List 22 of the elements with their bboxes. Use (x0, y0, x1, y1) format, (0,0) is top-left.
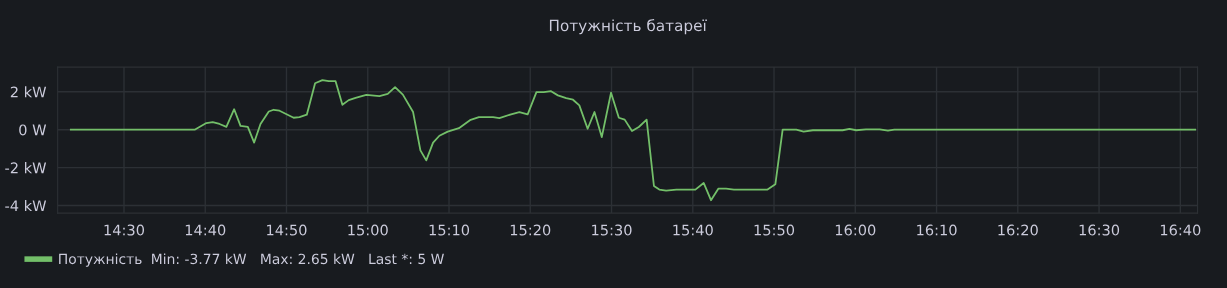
line-series (69, 79, 1197, 202)
x-tick-label: 15:00 (348, 224, 388, 236)
x-tick-label: 15:20 (510, 224, 551, 236)
text: Min: -3.77 kW Max: 2.65 kW Last *: 5 W (152, 253, 444, 265)
x-tick-label: 16:20 (998, 224, 1038, 236)
x-tick-label: 16:00 (835, 224, 876, 236)
chart-title: Потужність батареї (549, 19, 707, 35)
x-tick-label: 14:50 (267, 224, 307, 236)
x-tick-label: 15:10 (429, 224, 470, 236)
x-tick-label: 16:30 (1079, 224, 1120, 236)
y-tick-label: -2 kW (5, 162, 47, 174)
x-tick-label: 15:50 (754, 224, 795, 236)
x-tick-label: 16:40 (1160, 224, 1201, 236)
x-tick-label: 15:30 (592, 224, 632, 236)
x-tick-label: 15:40 (673, 224, 713, 236)
x-tick-label: 16:10 (917, 224, 957, 236)
y-tick-label: 0 W (19, 124, 47, 136)
legend-label: Потужність (59, 253, 142, 267)
x-tick-label: 14:40 (185, 224, 226, 236)
x-tick-label: 14:30 (104, 224, 145, 236)
y-tick-label: -4 kW (5, 199, 47, 212)
y-tick-label: 2 kW (10, 86, 47, 98)
